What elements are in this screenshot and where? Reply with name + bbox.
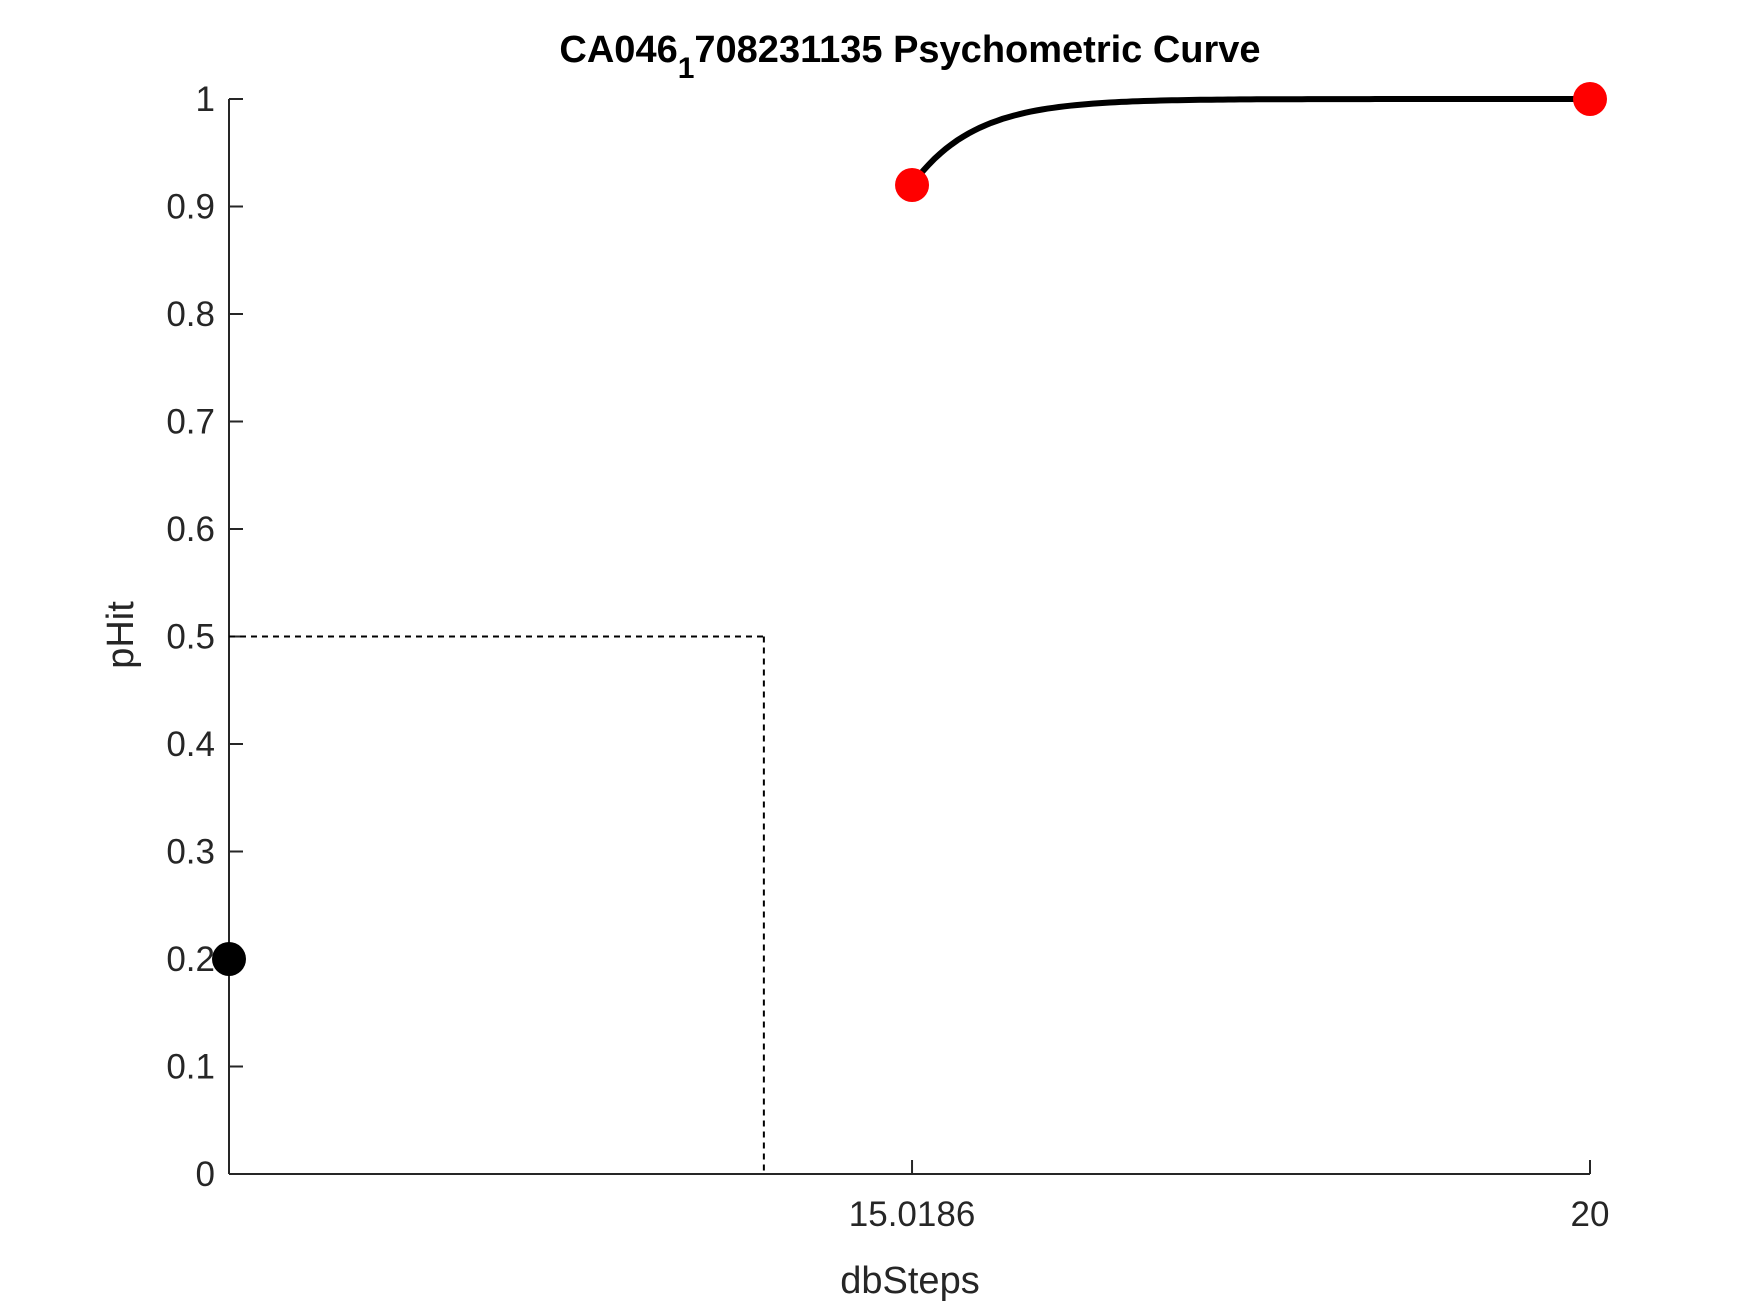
chart-title: CA0461708231135 Psychometric Curve xyxy=(559,29,1260,85)
y-tick-label-6: 0.6 xyxy=(166,510,215,549)
x-tick-label-1: 20 xyxy=(1571,1195,1610,1234)
chart-title-subscript: 1 xyxy=(678,52,695,85)
x-tick-label-0: 15.0186 xyxy=(849,1195,976,1234)
y-tick-label-9: 0.9 xyxy=(166,188,215,227)
y-tick-label-0: 0 xyxy=(196,1155,215,1194)
chart-title-main: CA046 xyxy=(559,29,677,71)
data-point-s0-1 xyxy=(1573,82,1607,116)
data-point-s0-0 xyxy=(895,168,930,202)
y-tick-label-5: 0.5 xyxy=(166,618,215,657)
y-axis-label: pHit xyxy=(100,601,142,669)
x-axis-label: dbSteps xyxy=(840,1260,979,1302)
plot-area: 0 0.1 0.2 0.3 0.4 0.5 0.6 0.7 0.8 0.9 1 15.0186 20 xyxy=(166,80,1609,1234)
y-tick-label-2: 0.2 xyxy=(166,940,215,979)
y-tick-label-4: 0.4 xyxy=(166,725,215,764)
y-tick-label-7: 0.7 xyxy=(166,403,215,442)
data-point-s1-0 xyxy=(212,942,246,976)
y-tick-label-10: 1 xyxy=(196,80,215,119)
y-tick-label-1: 0.1 xyxy=(166,1048,215,1087)
y-tick-label-8: 0.8 xyxy=(166,295,215,334)
chart-title-rest: 708231135 Psychometric Curve xyxy=(694,29,1260,71)
y-tick-label-3: 0.3 xyxy=(166,833,215,872)
fit-curve xyxy=(909,96,1593,188)
